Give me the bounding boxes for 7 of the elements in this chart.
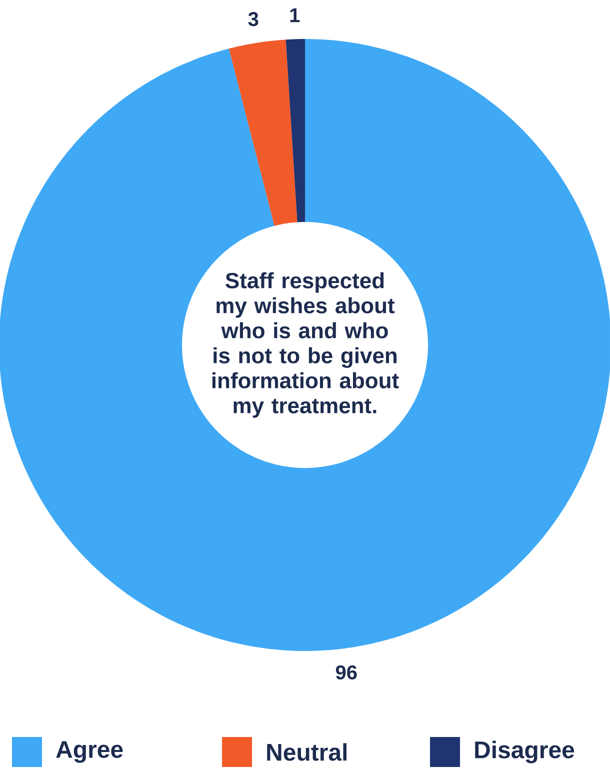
legend-label: Agree: [56, 741, 123, 763]
text: Staff respected my wishes about who is and who is not to be given information about my treatment.: [212, 272, 399, 418]
data-label: 3: [248, 12, 258, 26]
data-label: 96: [336, 665, 357, 680]
data-label: 1: [290, 8, 300, 22]
legend-label: Disagree: [475, 740, 574, 764]
legend-label: Neutral: [267, 743, 347, 761]
